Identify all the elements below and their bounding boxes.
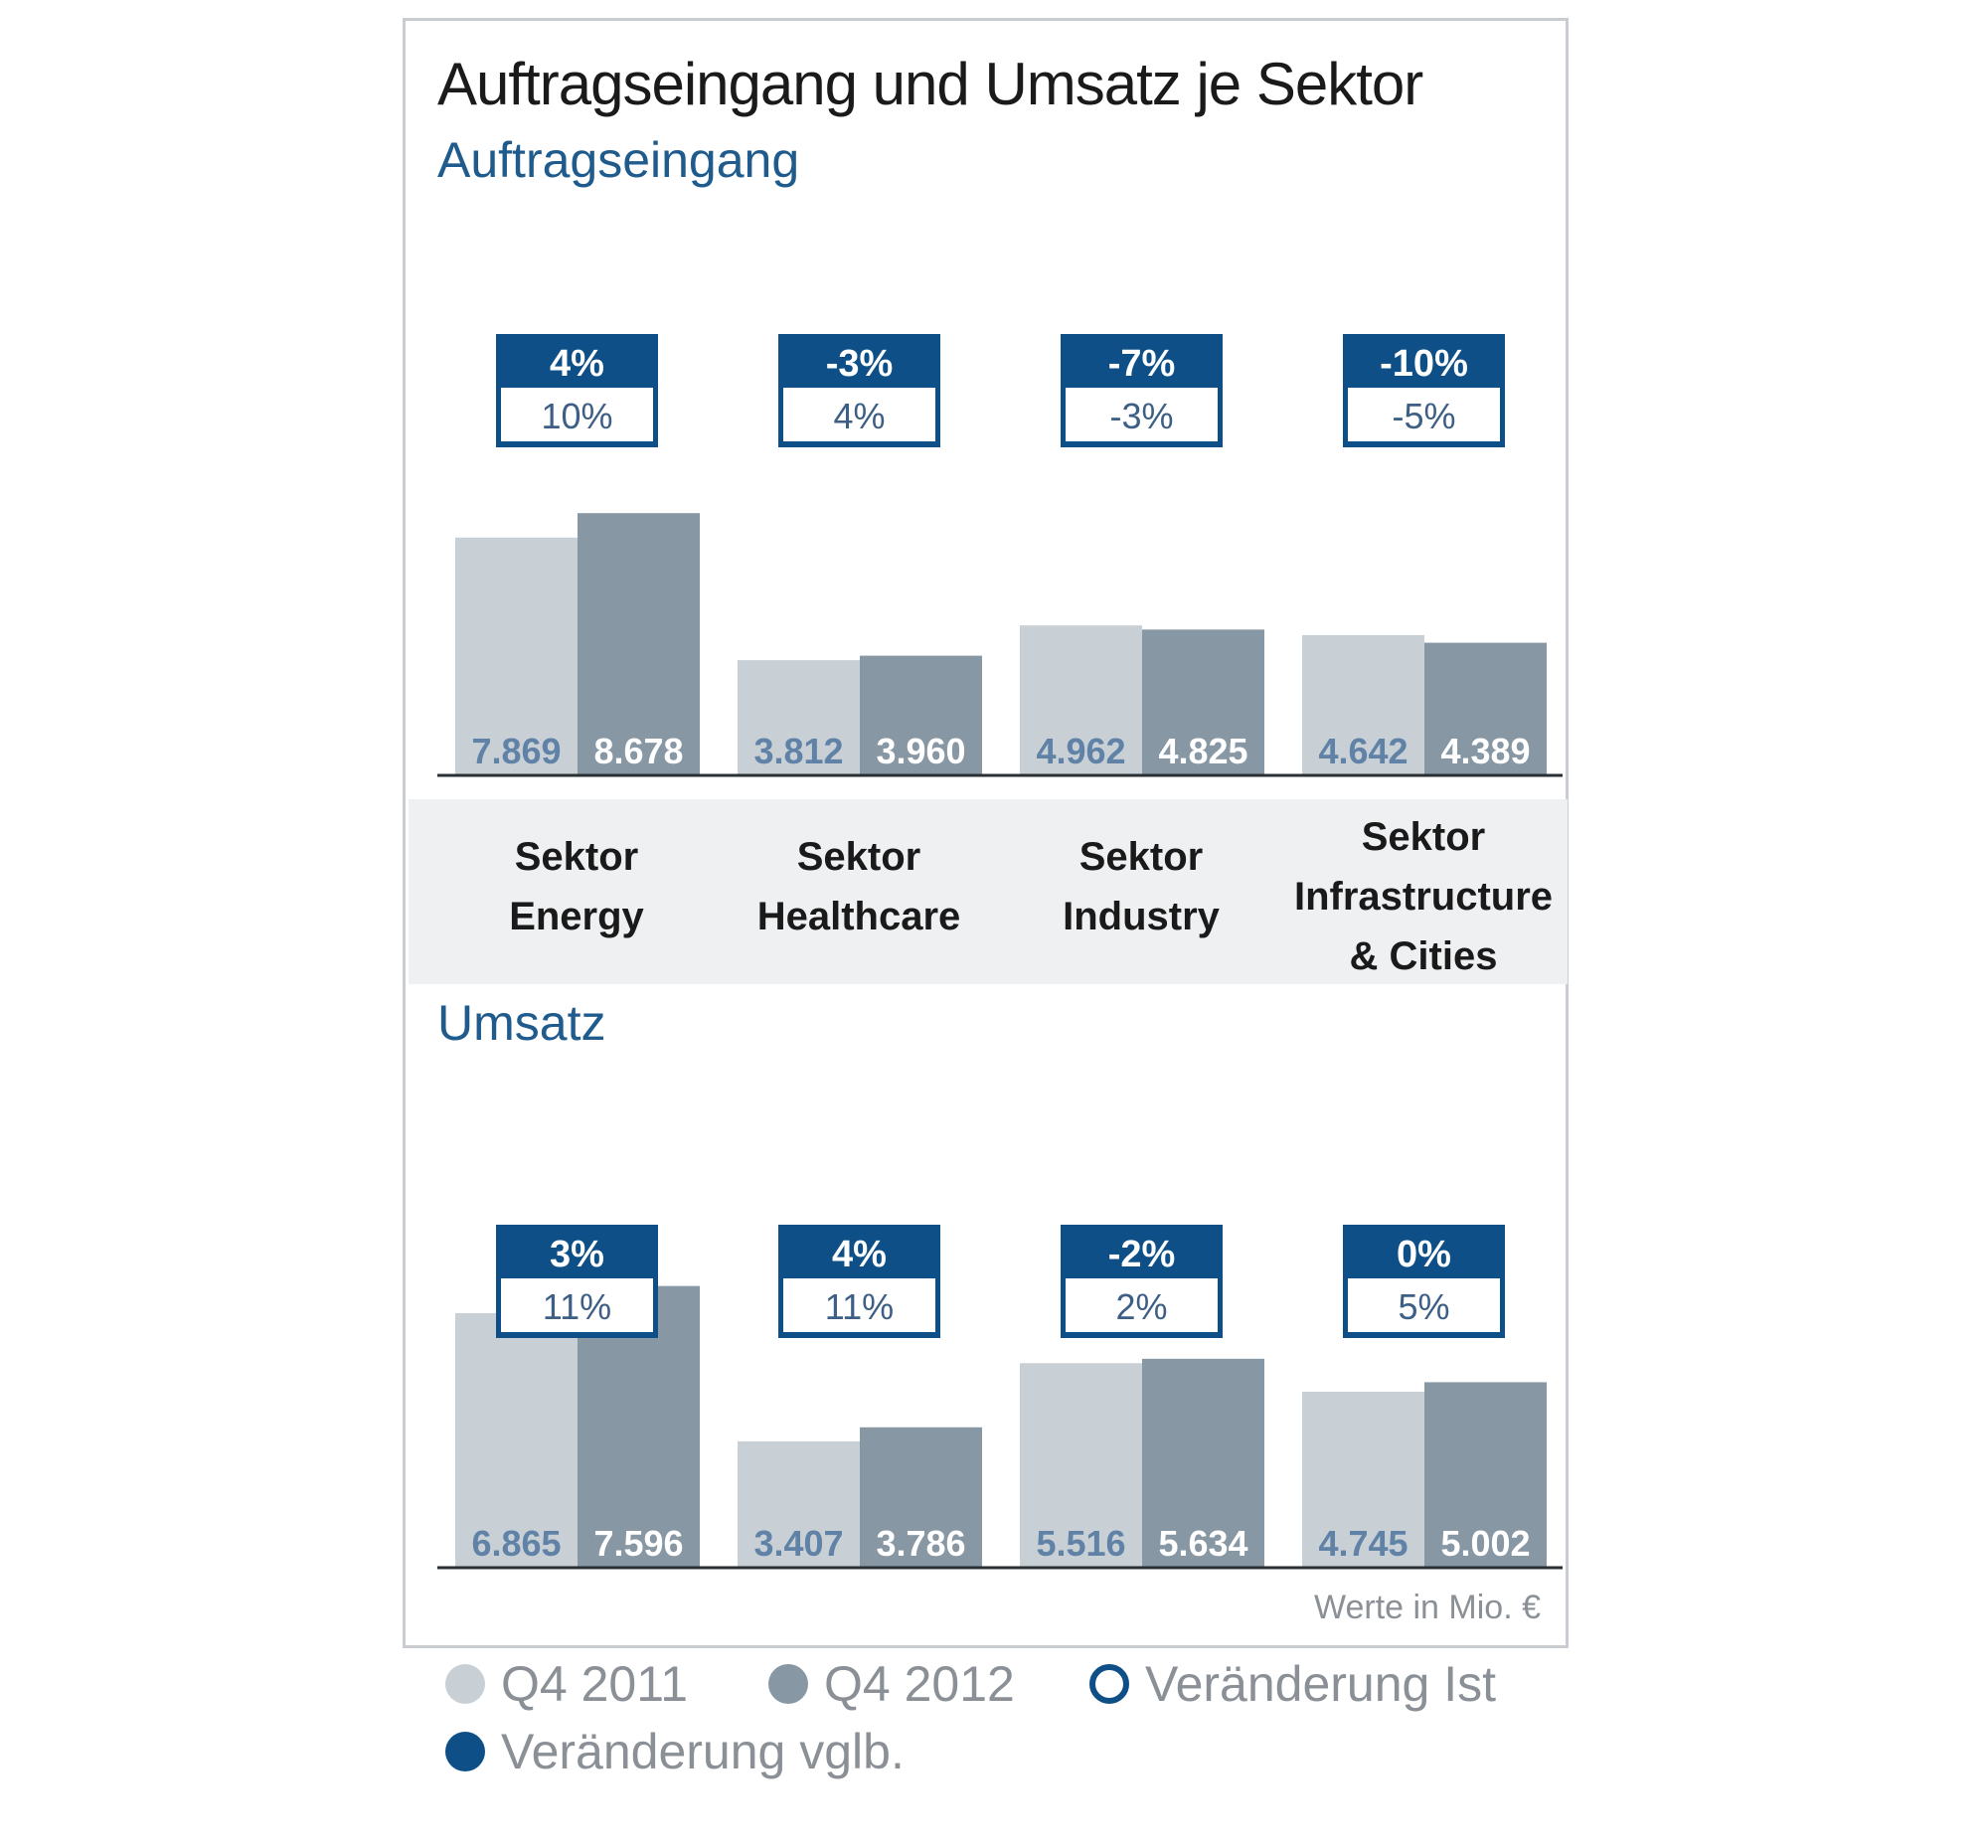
bar-value-label: 5.516 — [1036, 1523, 1125, 1564]
bar-q4-2012 — [860, 655, 982, 775]
change-vglb-label: -3% — [826, 343, 894, 385]
bar-value-label: 4.962 — [1036, 731, 1125, 771]
change-box-inner — [783, 1278, 935, 1332]
category-band — [409, 799, 1568, 984]
change-vglb-label: 4% — [550, 343, 604, 385]
bar-q4-2011 — [1020, 625, 1142, 775]
bar-q4-2012 — [1142, 629, 1264, 775]
category-label-line: Sektor — [514, 835, 639, 879]
bar-q4-2011 — [455, 1312, 578, 1568]
legend-swatch — [768, 1664, 808, 1704]
change-box-inner — [501, 388, 653, 441]
legend-label: Veränderung vglb. — [501, 1724, 905, 1779]
legend-item: Q4 2011 — [445, 1655, 688, 1713]
change-box-inner — [1066, 1278, 1218, 1332]
chart-title: Auftragseingang und Umsatz je Sektor — [437, 51, 1423, 117]
change-ist-label: 10% — [541, 396, 612, 436]
bar-q4-2011 — [1302, 1392, 1424, 1568]
category-label-line: Infrastructure — [1293, 875, 1554, 919]
footnote: Werte in Mio. € — [1313, 1589, 1541, 1626]
legend-item: Q4 2012 — [768, 1655, 1015, 1713]
bar-q4-2011 — [738, 660, 860, 775]
change-ist-label: -3% — [1109, 396, 1173, 436]
change-box-inner — [1348, 388, 1500, 441]
bar-q4-2012 — [1424, 642, 1547, 775]
category-label: Sektor Energy — [437, 827, 716, 946]
bar-value-label: 4.745 — [1318, 1523, 1408, 1564]
change-vglb-label: 3% — [550, 1234, 604, 1275]
category-label-line: Industry — [1063, 895, 1220, 938]
bar-q4-2012 — [578, 513, 700, 775]
legend-swatch — [1089, 1664, 1129, 1704]
bar-value-label: 7.596 — [593, 1523, 683, 1564]
change-box-inner — [783, 388, 935, 441]
change-vglb-label: -10% — [1380, 343, 1468, 385]
category-label-line: & Cities — [1349, 934, 1498, 978]
category-label-line: Healthcare — [756, 895, 961, 938]
change-ist-label: -5% — [1392, 396, 1455, 436]
change-ist-label: 11% — [543, 1286, 611, 1327]
change-box-inner — [501, 1278, 653, 1332]
change-vglb-label: -2% — [1108, 1234, 1176, 1275]
section-title-umsatz: Umsatz — [437, 995, 606, 1051]
bar-value-label: 3.786 — [876, 1523, 965, 1564]
change-ist-label: 5% — [1398, 1286, 1449, 1327]
change-vglb-label: -7% — [1108, 343, 1176, 385]
bar-q4-2012 — [1424, 1382, 1547, 1568]
bar-value-label: 3.407 — [753, 1523, 843, 1564]
bar-q4-2012 — [860, 1427, 982, 1568]
bar-value-label: 7.869 — [471, 731, 561, 771]
category-label-line: Sektor — [796, 835, 921, 879]
bar-value-label: 3.960 — [876, 731, 965, 771]
bar-value-label: 3.812 — [753, 731, 843, 771]
category-label: Sektor Infrastructure & Cities — [1284, 807, 1563, 986]
section-title-auftragseingang: Auftragseingang — [437, 132, 800, 188]
bar-q4-2012 — [1142, 1358, 1264, 1568]
legend-label: Veränderung Ist — [1145, 1656, 1497, 1712]
legend-swatch — [445, 1664, 485, 1704]
bar-q4-2011 — [455, 537, 578, 775]
legend-label: Q4 2012 — [824, 1656, 1015, 1712]
legend-label: Q4 2011 — [501, 1656, 689, 1712]
bar-value-label: 4.825 — [1158, 731, 1247, 771]
category-label-line: Energy — [509, 895, 644, 938]
bar-q4-2011 — [1302, 634, 1424, 775]
category-label: Sektor Industry — [1002, 827, 1280, 946]
bar-value-label: 4.642 — [1318, 731, 1408, 771]
change-vglb-label: 0% — [1397, 1234, 1451, 1275]
category-label: Sektor Healthcare — [720, 827, 998, 946]
bar-q4-2011 — [738, 1440, 860, 1568]
change-ist-label: 11% — [825, 1286, 894, 1327]
legend-item: Veränderung Ist — [1089, 1655, 1496, 1713]
change-box-inner — [1066, 388, 1218, 441]
bar-value-label: 8.678 — [593, 731, 683, 771]
change-box-inner — [1348, 1278, 1500, 1332]
category-label-line: Sektor — [1078, 835, 1204, 879]
bar-value-label: 4.389 — [1440, 731, 1530, 771]
bar-value-label: 5.002 — [1440, 1523, 1530, 1564]
change-ist-label: 2% — [1115, 1286, 1167, 1327]
change-ist-label: 4% — [833, 396, 885, 436]
bar-value-label: 5.634 — [1158, 1523, 1247, 1564]
bar-q4-2011 — [1020, 1363, 1142, 1568]
legend-item: Veränderung vglb. — [445, 1723, 905, 1780]
legend-swatch — [445, 1732, 485, 1771]
category-label-line: Sektor — [1361, 815, 1486, 859]
change-vglb-label: 4% — [832, 1234, 887, 1275]
bar-value-label: 6.865 — [471, 1523, 561, 1564]
